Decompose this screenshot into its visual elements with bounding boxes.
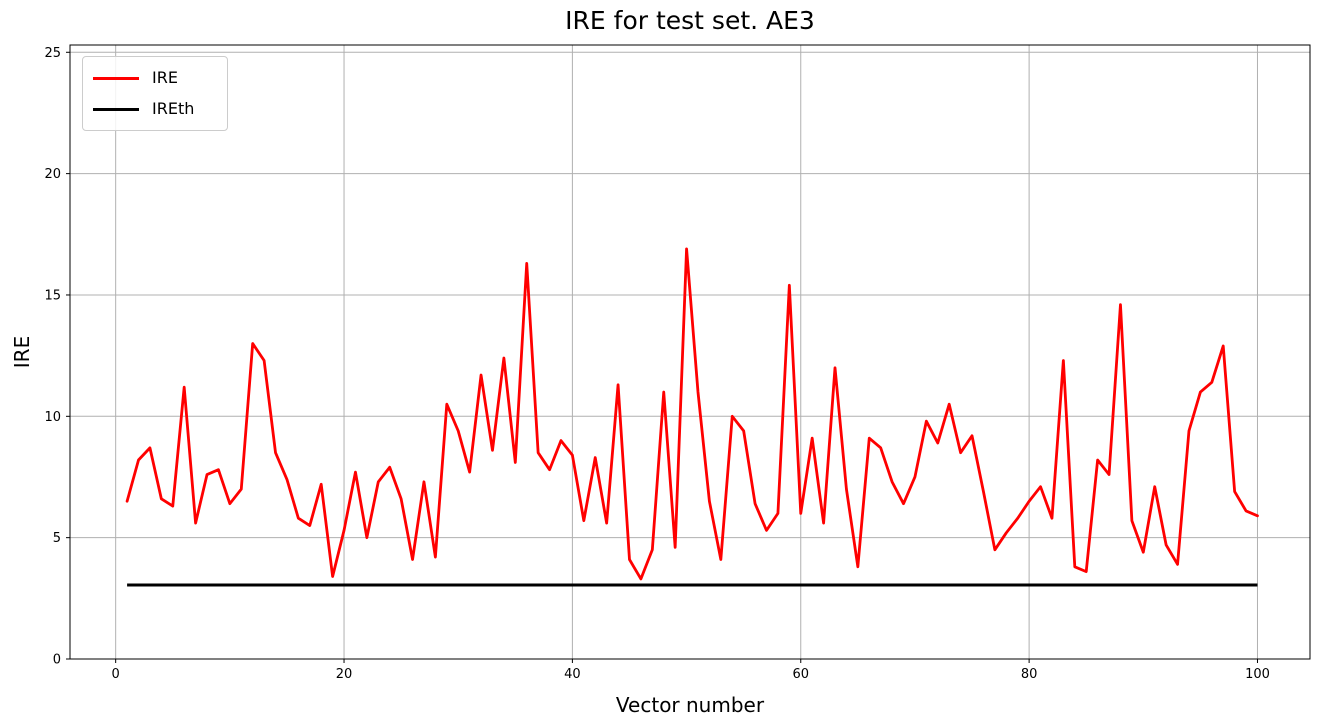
x-tick-label: 100 [1245, 667, 1270, 682]
axes-frame [69, 44, 1311, 660]
y-tick-label: 0 [53, 653, 61, 668]
legend-item-ire: IRE [93, 65, 215, 91]
x-tick-label: 20 [336, 667, 353, 682]
chart-title: IRE for test set. AE3 [565, 6, 815, 35]
x-tick-label: 80 [1021, 667, 1038, 682]
x-tick-label: 60 [792, 667, 809, 682]
x-axis-label: Vector number [615, 693, 765, 717]
legend-item-ireth: IREth [93, 96, 215, 122]
ireth-line-swatch [93, 107, 139, 111]
y-tick-label: 25 [44, 46, 61, 61]
ire-line [125, 247, 1259, 581]
legend-label-ireth: IREth [152, 99, 195, 118]
legend: IRE IREth [82, 56, 228, 131]
x-tick-label: 0 [112, 667, 120, 682]
y-axis-label: IRE [10, 335, 34, 369]
y-tick-label: 15 [44, 288, 61, 303]
y-tick-label: 10 [44, 410, 61, 425]
y-tick-label: 5 [53, 531, 61, 546]
x-tick-label: 40 [564, 667, 581, 682]
legend-label-ire: IRE [152, 68, 178, 87]
ire-line-swatch [93, 76, 139, 80]
y-tick-label: 20 [44, 167, 61, 182]
